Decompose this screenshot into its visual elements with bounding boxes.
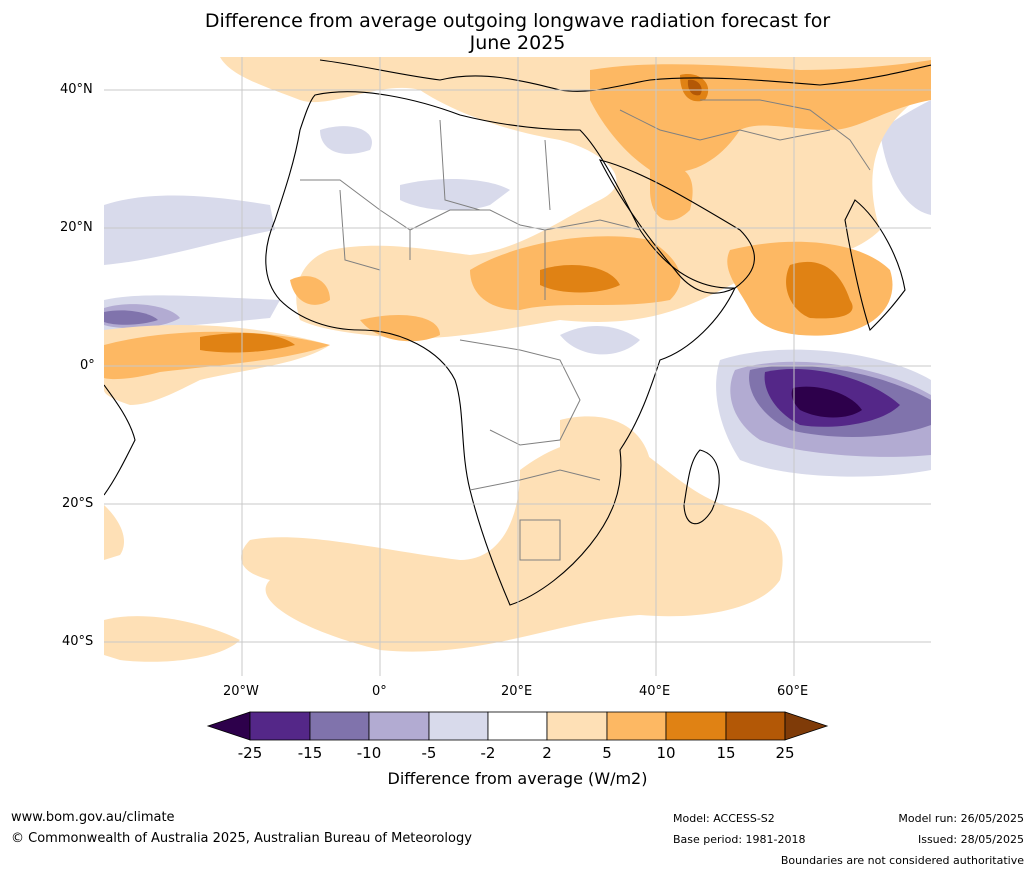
footer-model: Model: ACCESS-S2 bbox=[673, 812, 775, 825]
south-america-coastline bbox=[104, 384, 136, 496]
anomaly-paleorange-sw bbox=[104, 616, 240, 662]
border-drc bbox=[459, 339, 581, 446]
lon-label-20e: 20°E bbox=[501, 684, 533, 699]
anomaly-lavender-atlantic bbox=[104, 195, 275, 265]
coastlines bbox=[104, 59, 931, 606]
footer-copyright: © Commonwealth of Australia 2025, Austra… bbox=[11, 831, 472, 846]
footer-model-run: Model run: 26/05/2025 bbox=[898, 812, 1024, 825]
border-egypt bbox=[544, 139, 551, 211]
anomaly-darkorange-sahel bbox=[540, 265, 620, 293]
anomaly-deepest-indian bbox=[791, 386, 862, 418]
anomaly-field bbox=[104, 57, 931, 662]
anomaly-lavender-sahara bbox=[400, 178, 510, 211]
colorbar-max-arrow bbox=[784, 711, 829, 741]
footer-disclaimer: Boundaries are not considered authoritat… bbox=[780, 854, 1024, 867]
arabia-coastline bbox=[598, 159, 755, 294]
map-title: Difference from average outgoing longwav… bbox=[0, 10, 1035, 54]
colorbar-bin-6 bbox=[546, 711, 608, 741]
lon-label-40e: 40°E bbox=[639, 684, 671, 699]
gridlines bbox=[104, 57, 931, 676]
anomaly-paleorange-eastafrica bbox=[560, 416, 650, 471]
border-middleeast bbox=[619, 109, 831, 141]
anomaly-orange-westafrica bbox=[290, 276, 330, 305]
anomaly-brown-caspian bbox=[687, 79, 702, 96]
anomaly-orange-middleeast bbox=[590, 60, 931, 173]
colorbar-tick: -5 bbox=[421, 744, 437, 762]
colorbar-bin-7 bbox=[606, 711, 667, 741]
lon-label-0: 0° bbox=[372, 684, 387, 699]
colorbar bbox=[206, 711, 829, 741]
colorbar-bin-4 bbox=[428, 711, 489, 741]
anomaly-lavender-congo bbox=[560, 325, 640, 355]
anomaly-paleorange-south bbox=[241, 439, 783, 652]
title-line-2: June 2025 bbox=[469, 32, 566, 54]
madagascar-coastline bbox=[683, 449, 720, 525]
colorbar-label: Difference from average (W/m2) bbox=[387, 769, 648, 788]
border-sudan bbox=[544, 219, 641, 231]
colorbar-tick: -25 bbox=[237, 744, 263, 762]
colorbar-bin-9 bbox=[725, 711, 786, 741]
colorbar-bin-1 bbox=[249, 711, 311, 741]
europe-coastline bbox=[319, 59, 931, 92]
footer-issued: Issued: 28/05/2025 bbox=[917, 833, 1024, 846]
anomaly-darkorange-arabiansea bbox=[786, 261, 853, 319]
colorbar-tick: 5 bbox=[602, 744, 612, 762]
border-mali bbox=[339, 189, 381, 271]
lon-label-20w: 20°W bbox=[223, 684, 259, 699]
anomaly-lavender-north bbox=[320, 126, 372, 154]
lat-label-40s: 40°S bbox=[62, 634, 94, 649]
africa-coastline bbox=[265, 91, 736, 606]
lat-label-40n: 40°N bbox=[60, 82, 93, 97]
colorbar-tick: -2 bbox=[480, 744, 496, 762]
anomaly-lavender-east bbox=[880, 100, 931, 215]
lat-label-20s: 20°S bbox=[62, 496, 94, 511]
border-iran bbox=[700, 99, 871, 171]
colorbar-tick: -15 bbox=[297, 744, 323, 762]
lat-label-equator: 0° bbox=[80, 358, 95, 373]
border-niger bbox=[409, 209, 521, 231]
title-line-1: Difference from average outgoing longwav… bbox=[204, 10, 831, 32]
colorbar-bin-2 bbox=[309, 711, 370, 741]
anomaly-darkorange-atlantic bbox=[200, 333, 295, 353]
colorbar-tick: 25 bbox=[775, 744, 795, 762]
colorbar-tick: 15 bbox=[716, 744, 736, 762]
colorbar-tick: 10 bbox=[656, 744, 676, 762]
border-libya bbox=[439, 119, 481, 211]
colorbar-min-arrow bbox=[206, 711, 251, 741]
border-southern bbox=[469, 469, 601, 491]
lon-label-60e: 60°E bbox=[777, 684, 809, 699]
india-coastline bbox=[844, 199, 906, 332]
colorbar-bin-3 bbox=[368, 711, 430, 741]
colorbar-tick: -10 bbox=[356, 744, 382, 762]
border-botswana bbox=[519, 519, 561, 561]
colorbar-bin-5 bbox=[487, 711, 548, 741]
footer-url[interactable]: www.bom.gov.au/climate bbox=[11, 810, 175, 825]
footer-base-period: Base period: 1981-2018 bbox=[673, 833, 806, 846]
anomaly-purple-westafrica bbox=[104, 310, 158, 325]
lat-label-20n: 20°N bbox=[60, 220, 93, 235]
anomaly-orange-arabia bbox=[650, 166, 693, 221]
anomaly-paleorange-southatlantic bbox=[104, 505, 125, 560]
colorbar-bin-8 bbox=[665, 711, 727, 741]
colorbar-tick: 2 bbox=[542, 744, 552, 762]
